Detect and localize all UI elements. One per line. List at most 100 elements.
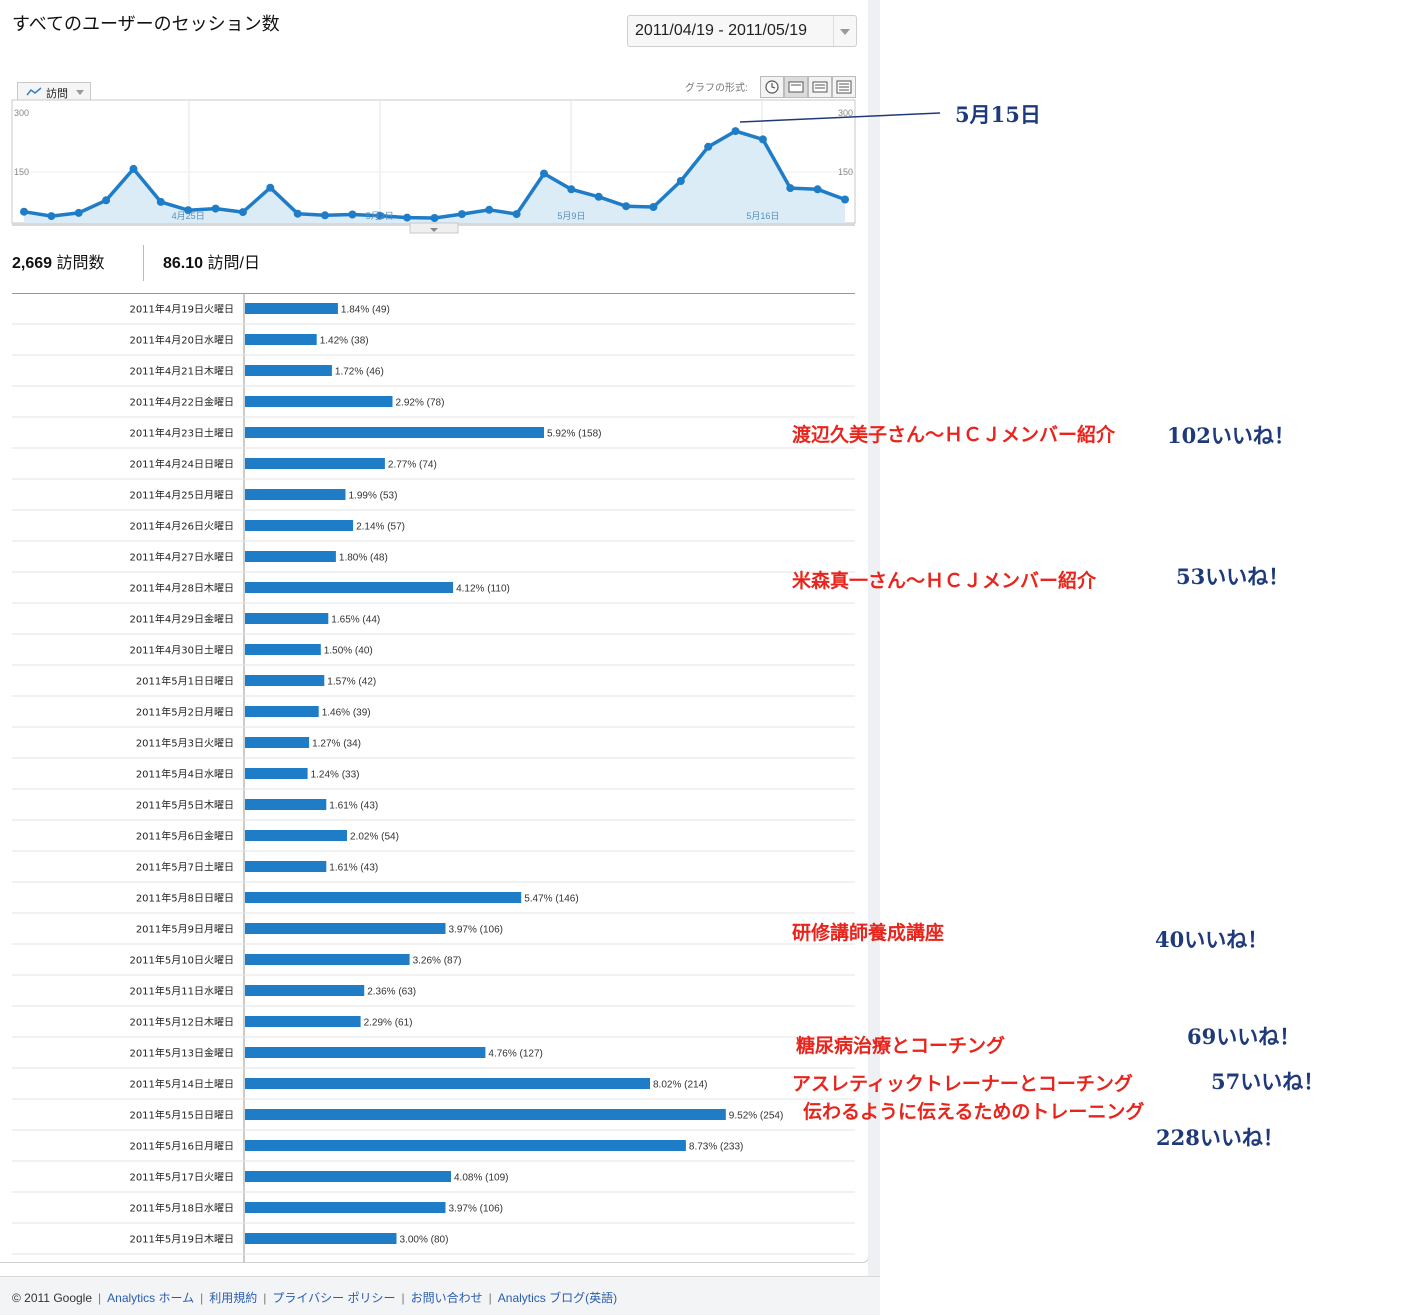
footer: © 2011 Google | Analytics ホーム | 利用規約 | プライバシー … — [0, 1276, 880, 1315]
table-row-bar — [245, 582, 454, 593]
chart-x-tick-label: 5月9日 — [557, 211, 585, 221]
table-row-date: 2011年5月18日水曜日 — [129, 1202, 234, 1215]
table-row-date: 2011年4月30日土曜日 — [129, 644, 234, 657]
chart-point — [102, 196, 111, 205]
annotation-post-5: アスレティックトレーナーとコーチング — [792, 1073, 1133, 1095]
chart-point — [540, 169, 548, 178]
chart-point — [649, 203, 658, 211]
annotation-likes-2: 53いいね！ — [1176, 564, 1290, 589]
table-row-bar — [245, 985, 365, 996]
footer-link-blog[interactable]: Analytics ブログ(英語) — [497, 1291, 618, 1305]
graph-type-table-button[interactable] — [808, 76, 832, 98]
table-row-date: 2011年5月10日火曜日 — [129, 954, 234, 967]
table-row-bar — [245, 613, 329, 624]
table-row-date: 2011年4月27日水曜日 — [129, 551, 234, 564]
table-row-value: 8.73% (233) — [689, 1142, 743, 1153]
chart-y-tick-label: 150 — [14, 167, 29, 177]
table-row-date: 2011年5月4日水曜日 — [136, 768, 234, 781]
chart-point — [704, 142, 713, 151]
table-row-value: 1.65% (44) — [331, 615, 380, 626]
table-row-bar — [245, 1233, 397, 1244]
chart-point — [622, 202, 631, 211]
table-row-bar — [245, 551, 336, 562]
chart-point — [758, 135, 767, 144]
table-row-value: 1.46% (39) — [322, 708, 371, 719]
metric-selector-button[interactable]: 訪問 — [17, 82, 91, 101]
daily-visits-bar-table: 2011年4月19日火曜日 1.84% (49) 2011年4月20日水曜日 1.42… — [12, 293, 855, 1262]
table-row-value: 1.57% (42) — [327, 677, 376, 688]
table-row-value: 2.14% (57) — [356, 522, 405, 533]
graph-type-label: グラフの形式: — [685, 83, 748, 94]
footer-link-contact[interactable]: お問い合わせ — [410, 1291, 483, 1305]
graph-type-line-button[interactable] — [784, 76, 808, 98]
table-row-bar — [245, 861, 327, 872]
chart-point — [457, 210, 466, 219]
table-row-bar — [245, 458, 385, 469]
table-row-date: 2011年4月23日土曜日 — [129, 427, 234, 440]
chart-point — [676, 177, 685, 185]
chart-point — [129, 164, 138, 173]
metric-dropdown-icon — [76, 90, 84, 95]
chart-point — [375, 211, 384, 220]
graph-type-list-button[interactable] — [832, 76, 856, 98]
table-row-value: 2.02% (54) — [350, 832, 399, 843]
visits-value: 2,669 — [12, 255, 53, 272]
table-row-bar — [245, 706, 319, 717]
visits-line-chart[interactable]: 300 300 150 150 4月25日 5月2日 5月9日 5月16日 — [0, 96, 868, 236]
table-row-bar — [245, 365, 332, 376]
table-row-bar — [245, 1078, 650, 1089]
footer-link-analytics-home[interactable]: Analytics ホーム — [107, 1291, 195, 1305]
table-row-date: 2011年5月19日木曜日 — [129, 1233, 234, 1246]
table-row-date: 2011年5月17日火曜日 — [129, 1171, 234, 1184]
table-row-date: 2011年5月12日木曜日 — [129, 1016, 234, 1029]
annotation-likes-1: 102いいね！ — [1167, 423, 1295, 448]
table-row-date: 2011年5月9日月曜日 — [136, 923, 234, 936]
graph-type-motion-button[interactable] — [760, 76, 784, 98]
table-row-value: 2.29% (61) — [364, 1018, 413, 1029]
chart-x-tick-label: 4月25日 — [172, 211, 205, 221]
summary-visits: 2,669 訪問数 — [12, 249, 105, 273]
summary-per-day: 86.10 訪問/日 — [163, 249, 260, 273]
table-row-date: 2011年5月16日月曜日 — [129, 1140, 234, 1153]
annotation-likes-3: 40いいね！ — [1155, 927, 1269, 952]
table-top-rule — [12, 293, 855, 294]
table-row-date: 2011年5月8日日曜日 — [136, 892, 234, 905]
chart-point — [567, 185, 576, 194]
footer-link-terms[interactable]: 利用規約 — [209, 1291, 258, 1305]
table-row-bar — [245, 892, 522, 903]
table-row-value: 3.26% (87) — [413, 956, 462, 967]
chart-point — [184, 206, 193, 215]
table-row-value: 3.97% (106) — [449, 1204, 503, 1215]
table-row-bar — [245, 644, 321, 655]
chart-point — [403, 213, 412, 222]
table-row-bar — [245, 520, 354, 531]
table-row-value: 1.61% (43) — [329, 863, 378, 874]
chevron-down-icon — [430, 228, 438, 232]
table-row-date: 2011年4月29日金曜日 — [129, 613, 234, 626]
table-row-value: 2.77% (74) — [388, 460, 437, 471]
table-row-date: 2011年4月25日月曜日 — [129, 489, 234, 502]
table-row-value: 4.08% (109) — [454, 1173, 508, 1184]
table-row-date: 2011年5月14日土曜日 — [129, 1078, 234, 1091]
annotation-post-6: 伝わるように伝えるためのトレーニング — [803, 1101, 1145, 1123]
per-day-label: 訪問/日 — [207, 255, 260, 272]
table-row-date: 2011年4月28日木曜日 — [129, 582, 234, 595]
chart-point — [20, 207, 28, 216]
annotation-likes-6: 228いいね！ — [1156, 1125, 1284, 1150]
table-row-date: 2011年5月1日日曜日 — [136, 675, 234, 688]
date-range-picker[interactable]: 2011/04/19 - 2011/05/19 — [627, 15, 857, 47]
table-row-bar — [245, 396, 393, 407]
table-row-value: 1.72% (46) — [335, 367, 384, 378]
chevron-down-icon[interactable] — [833, 16, 856, 46]
table-row-date: 2011年4月22日金曜日 — [129, 396, 234, 409]
annotation-post-3: 研修講師養成講座 — [792, 922, 945, 944]
table-row-bar — [245, 830, 347, 841]
table-row-date: 2011年4月26日火曜日 — [129, 520, 234, 533]
table-row-bar — [245, 737, 310, 748]
table-row-date: 2011年4月21日木曜日 — [129, 365, 234, 378]
chart-point — [47, 212, 56, 221]
table-row-bar — [245, 427, 544, 438]
visits-label: 訪問数 — [56, 255, 105, 272]
footer-link-privacy[interactable]: プライバシー ポリシー — [272, 1291, 396, 1305]
table-row-bar — [245, 334, 317, 345]
